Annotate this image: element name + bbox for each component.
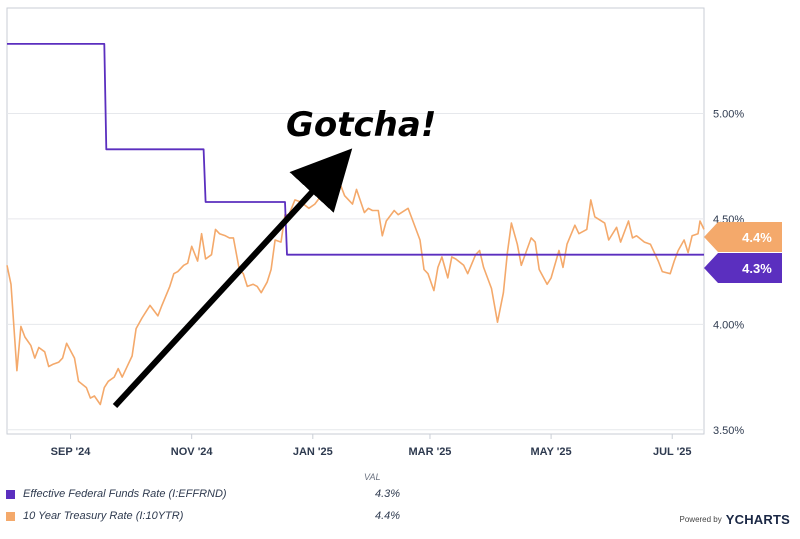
legend-item-effr[interactable]: Effective Federal Funds Rate (I:EFFRND) … (6, 486, 400, 502)
x-tick-label: NOV '24 (171, 446, 214, 458)
y-tick-label: 3.50% (713, 425, 744, 437)
legend-item-10y[interactable]: 10 Year Treasury Rate (I:10YTR) 4.4% (6, 508, 400, 524)
powered-by-prefix: Powered by (679, 515, 722, 524)
legend-value-10y: 4.4% (375, 510, 401, 522)
y-tick-label: 5.00% (713, 108, 744, 120)
badge-shape (704, 222, 782, 252)
legend-value-header: VAL (364, 472, 381, 482)
legend-value-effr: 4.3% (375, 488, 401, 500)
x-axis-ticks: SEP '24 NOV '24 JAN '25 MAR '25 MAY '25 JUL '… (51, 434, 692, 458)
badge-label: 4.3% (742, 261, 772, 276)
y-tick-label: 4.00% (713, 319, 744, 331)
legend-swatch-effr (6, 489, 15, 499)
ycharts-logo: YCHARTS (725, 512, 790, 527)
treasury-line (6, 156, 705, 406)
plot-frame (6, 7, 705, 435)
value-badges: 4.4% 4.3% (704, 222, 782, 283)
x-tick-label: MAR '25 (408, 446, 451, 458)
badge-shape (704, 253, 782, 283)
effr-line (7, 43, 704, 256)
legend-label-effr: Effective Federal Funds Rate (I:EFFRND) (23, 488, 227, 500)
badge-treasury: 4.4% (704, 222, 782, 252)
legend-label-10y: 10 Year Treasury Rate (I:10YTR) (23, 510, 184, 522)
x-tick-label: SEP '24 (51, 446, 92, 458)
x-tick-label: MAY '25 (531, 446, 572, 458)
badge-effr: 4.3% (704, 253, 782, 283)
x-tick-label: JAN '25 (293, 446, 333, 458)
series-lines (6, 43, 705, 406)
gotcha-annotation: Gotcha! (286, 105, 436, 145)
x-tick-label: JUL '25 (653, 446, 692, 458)
grid-lines (7, 112, 704, 431)
badge-label: 4.4% (742, 230, 772, 245)
legend-swatch-10y (6, 511, 15, 521)
annotation-arrow (112, 148, 353, 409)
powered-by[interactable]: Powered by YCHARTS (680, 512, 791, 527)
